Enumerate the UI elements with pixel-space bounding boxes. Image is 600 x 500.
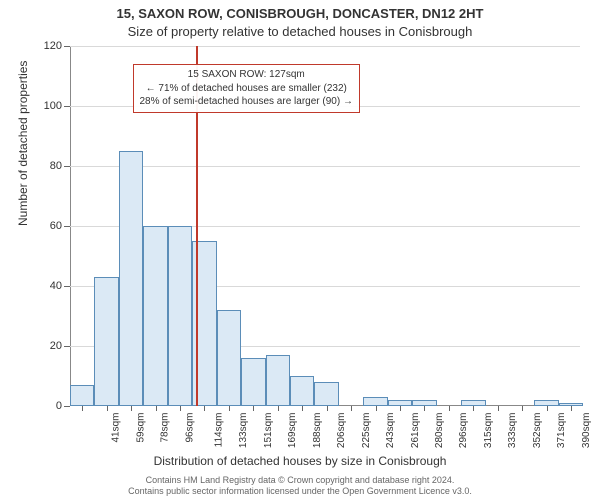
y-tick-label: 20 [32, 340, 62, 352]
chart-container: 15, SAXON ROW, CONISBROUGH, DONCASTER, D… [0, 0, 600, 500]
x-tick-label: 133sqm [239, 413, 250, 449]
y-tick [64, 106, 70, 107]
x-tick [522, 406, 523, 411]
x-tick-label: 243sqm [385, 413, 396, 449]
histogram-bar [70, 385, 94, 406]
gridline [70, 46, 580, 47]
x-tick-label: 41sqm [111, 413, 122, 443]
x-tick-label: 390sqm [581, 413, 592, 449]
x-tick-label: 261sqm [410, 413, 421, 449]
x-tick [82, 406, 83, 411]
x-axis-title: Distribution of detached houses by size … [0, 454, 600, 468]
x-tick [547, 406, 548, 411]
y-tick [64, 46, 70, 47]
y-tick [64, 346, 70, 347]
y-tick-label: 80 [32, 160, 62, 172]
histogram-bar [217, 310, 241, 406]
x-tick [278, 406, 279, 411]
x-tick [571, 406, 572, 411]
x-tick-label: 352sqm [532, 413, 543, 449]
x-tick [473, 406, 474, 411]
x-tick-label: 225sqm [361, 413, 372, 449]
x-tick [107, 406, 108, 411]
x-tick-label: 78sqm [160, 413, 171, 443]
y-tick [64, 406, 70, 407]
x-tick-label: 333sqm [507, 413, 518, 449]
x-tick [327, 406, 328, 411]
annotation-line-1: 15 SAXON ROW: 127sqm [140, 68, 353, 82]
y-tick-label: 100 [32, 100, 62, 112]
x-tick-label: 169sqm [287, 413, 298, 449]
x-tick-label: 188sqm [312, 413, 323, 449]
footer-attribution: Contains HM Land Registry data © Crown c… [0, 475, 600, 497]
x-tick-label: 96sqm [184, 413, 195, 443]
y-tick [64, 226, 70, 227]
footer-line-2: Contains public sector information licen… [0, 486, 600, 497]
histogram-bar [143, 226, 167, 406]
plot-area: 02040608010012041sqm59sqm78sqm96sqm114sq… [70, 46, 580, 406]
annotation-line-2: ← 71% of detached houses are smaller (23… [140, 82, 353, 96]
y-tick-label: 120 [32, 40, 62, 52]
x-tick [180, 406, 181, 411]
x-tick-label: 151sqm [263, 413, 274, 449]
histogram-bar [290, 376, 314, 406]
histogram-bar [119, 151, 143, 406]
histogram-bar [363, 397, 387, 406]
chart-title-address: 15, SAXON ROW, CONISBROUGH, DONCASTER, D… [0, 6, 600, 21]
histogram-bar [168, 226, 192, 406]
y-tick-label: 40 [32, 280, 62, 292]
x-tick-label: 280sqm [434, 413, 445, 449]
y-tick [64, 166, 70, 167]
annotation-box: 15 SAXON ROW: 127sqm← 71% of detached ho… [133, 64, 360, 113]
x-tick [498, 406, 499, 411]
x-tick [424, 406, 425, 411]
x-tick [229, 406, 230, 411]
histogram-bar [94, 277, 118, 406]
x-tick-label: 206sqm [336, 413, 347, 449]
x-tick [302, 406, 303, 411]
x-tick-label: 296sqm [459, 413, 470, 449]
footer-line-1: Contains HM Land Registry data © Crown c… [0, 475, 600, 486]
x-tick [449, 406, 450, 411]
y-axis-title: Number of detached properties [16, 61, 30, 226]
x-tick [351, 406, 352, 411]
gridline [70, 166, 580, 167]
x-tick [400, 406, 401, 411]
x-tick-label: 114sqm [213, 413, 224, 448]
y-tick-label: 60 [32, 220, 62, 232]
histogram-bar [314, 382, 338, 406]
y-tick-label: 0 [32, 400, 62, 412]
x-tick [131, 406, 132, 411]
histogram-bar [266, 355, 290, 406]
annotation-line-3: 28% of semi-detached houses are larger (… [140, 95, 353, 109]
x-tick-label: 315sqm [483, 413, 494, 449]
x-tick [253, 406, 254, 411]
x-tick [204, 406, 205, 411]
x-tick [156, 406, 157, 411]
x-tick-label: 371sqm [556, 413, 567, 449]
y-tick [64, 286, 70, 287]
x-tick-label: 59sqm [135, 413, 146, 443]
x-tick [376, 406, 377, 411]
histogram-bar [241, 358, 265, 406]
chart-subtitle: Size of property relative to detached ho… [0, 24, 600, 39]
